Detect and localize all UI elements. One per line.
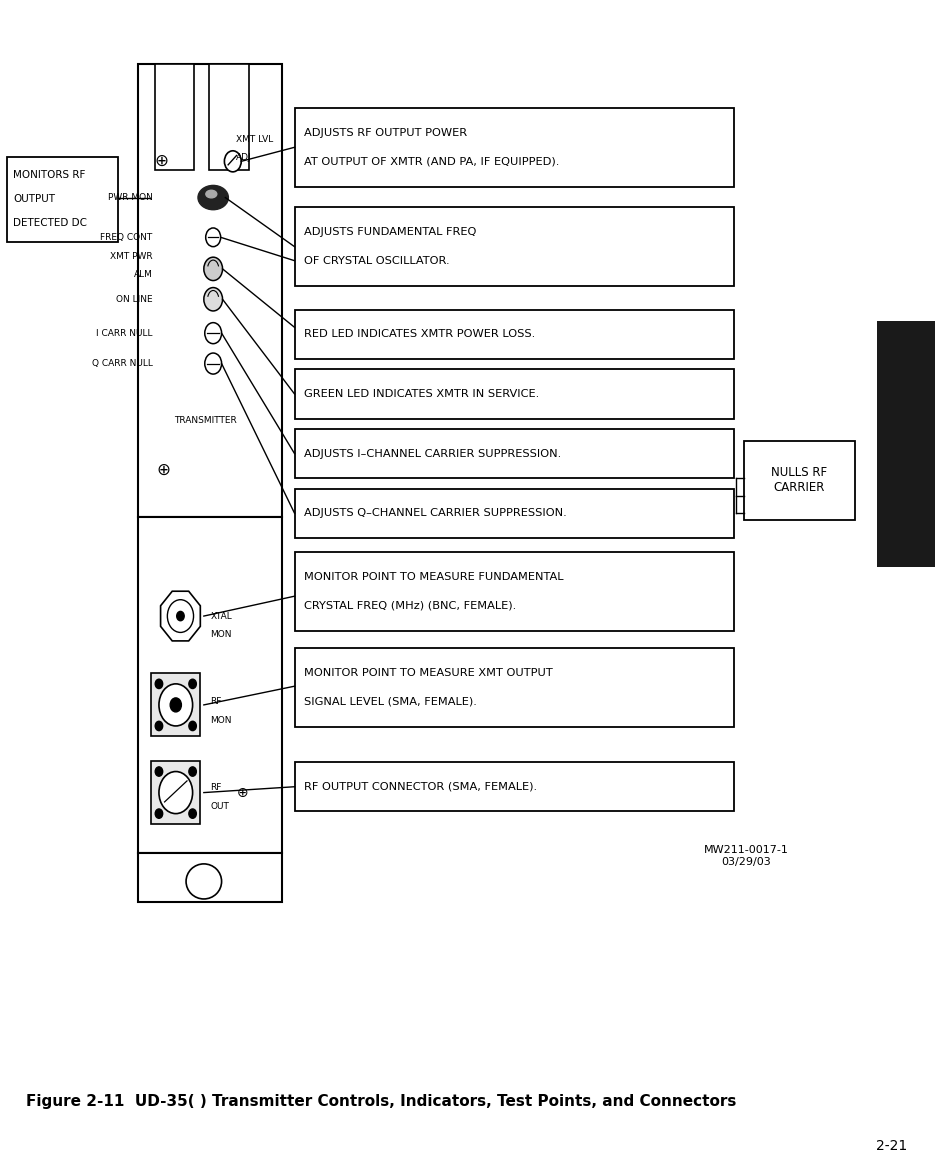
FancyBboxPatch shape (138, 517, 282, 853)
Circle shape (155, 721, 163, 731)
FancyBboxPatch shape (744, 441, 855, 520)
Text: I CARR NULL: I CARR NULL (96, 328, 152, 338)
Text: 2-21: 2-21 (876, 1139, 907, 1153)
Circle shape (159, 684, 193, 726)
Text: MONITORS RF: MONITORS RF (13, 171, 85, 180)
Text: XMT LVL: XMT LVL (236, 134, 273, 144)
Text: SIGNAL LEVEL (SMA, FEMALE).: SIGNAL LEVEL (SMA, FEMALE). (304, 697, 477, 707)
FancyBboxPatch shape (295, 762, 734, 811)
Text: CRYSTAL FREQ (MHz) (BNC, FEMALE).: CRYSTAL FREQ (MHz) (BNC, FEMALE). (304, 601, 516, 611)
Text: AT OUTPUT OF XMTR (AND PA, IF EQUIPPED).: AT OUTPUT OF XMTR (AND PA, IF EQUIPPED). (304, 157, 559, 167)
Text: DETECTED DC: DETECTED DC (13, 219, 87, 228)
FancyBboxPatch shape (155, 64, 194, 170)
Text: MONITOR POINT TO MEASURE FUNDAMENTAL: MONITOR POINT TO MEASURE FUNDAMENTAL (304, 572, 564, 582)
FancyBboxPatch shape (209, 64, 249, 170)
FancyBboxPatch shape (295, 552, 734, 631)
Circle shape (155, 767, 163, 776)
Text: ADJUSTS Q–CHANNEL CARRIER SUPPRESSION.: ADJUSTS Q–CHANNEL CARRIER SUPPRESSION. (304, 509, 567, 518)
Text: RF: RF (210, 697, 222, 706)
Text: XMT PWR: XMT PWR (109, 251, 152, 261)
Circle shape (155, 809, 163, 818)
Circle shape (159, 772, 193, 814)
Ellipse shape (206, 191, 217, 198)
FancyBboxPatch shape (7, 157, 118, 242)
Text: RED LED INDICATES XMTR POWER LOSS.: RED LED INDICATES XMTR POWER LOSS. (304, 330, 535, 339)
Text: RF: RF (210, 783, 222, 793)
FancyBboxPatch shape (295, 648, 734, 727)
Circle shape (205, 323, 222, 344)
Circle shape (204, 288, 223, 311)
Circle shape (155, 679, 163, 689)
Text: GREEN LED INDICATES XMTR IN SERVICE.: GREEN LED INDICATES XMTR IN SERVICE. (304, 389, 539, 399)
Text: ⊕: ⊕ (237, 786, 248, 800)
Circle shape (189, 809, 196, 818)
FancyBboxPatch shape (295, 207, 734, 286)
Circle shape (189, 721, 196, 731)
Text: OF CRYSTAL OSCILLATOR.: OF CRYSTAL OSCILLATOR. (304, 256, 450, 267)
Text: ADJUSTS I–CHANNEL CARRIER SUPPRESSION.: ADJUSTS I–CHANNEL CARRIER SUPPRESSION. (304, 449, 561, 458)
Text: ADJ: ADJ (236, 153, 252, 162)
FancyBboxPatch shape (295, 489, 734, 538)
Text: ALM: ALM (134, 270, 152, 279)
Text: ⊕: ⊕ (155, 152, 168, 171)
Text: Q CARR NULL: Q CARR NULL (92, 359, 152, 368)
Circle shape (206, 228, 221, 247)
Text: ⊕: ⊕ (157, 461, 170, 479)
Text: NULLS RF
CARRIER: NULLS RF CARRIER (771, 466, 827, 494)
Text: ADJUSTS FUNDAMENTAL FREQ: ADJUSTS FUNDAMENTAL FREQ (304, 227, 476, 237)
Text: MW211-0017-1
03/29/03: MW211-0017-1 03/29/03 (704, 845, 788, 866)
FancyBboxPatch shape (295, 310, 734, 359)
Text: XTAL: XTAL (210, 611, 232, 621)
FancyBboxPatch shape (295, 108, 734, 187)
FancyBboxPatch shape (138, 64, 282, 517)
Text: FREQ CONT: FREQ CONT (100, 233, 152, 242)
Text: PWR MON: PWR MON (108, 193, 152, 202)
Circle shape (204, 257, 223, 281)
Circle shape (167, 600, 194, 632)
Text: OUTPUT: OUTPUT (13, 194, 55, 205)
FancyBboxPatch shape (138, 853, 282, 902)
Text: MON: MON (210, 630, 232, 639)
Circle shape (224, 151, 241, 172)
Text: Figure 2-11  UD-35( ) Transmitter Controls, Indicators, Test Points, and Connect: Figure 2-11 UD-35( ) Transmitter Control… (26, 1094, 737, 1108)
Text: OUT: OUT (210, 802, 229, 811)
Circle shape (205, 353, 222, 374)
Text: TRANSMITTER: TRANSMITTER (174, 416, 237, 426)
Circle shape (177, 611, 184, 621)
Ellipse shape (186, 864, 222, 899)
FancyBboxPatch shape (151, 761, 200, 824)
Circle shape (189, 679, 196, 689)
FancyBboxPatch shape (877, 321, 935, 567)
FancyBboxPatch shape (295, 369, 734, 419)
Text: RF OUTPUT CONNECTOR (SMA, FEMALE).: RF OUTPUT CONNECTOR (SMA, FEMALE). (304, 782, 537, 791)
Text: MONITOR POINT TO MEASURE XMT OUTPUT: MONITOR POINT TO MEASURE XMT OUTPUT (304, 667, 553, 678)
Circle shape (170, 698, 181, 712)
Circle shape (189, 767, 196, 776)
Ellipse shape (198, 186, 228, 209)
Text: ON LINE: ON LINE (116, 295, 152, 304)
FancyBboxPatch shape (295, 429, 734, 478)
Text: ADJUSTS RF OUTPUT POWER: ADJUSTS RF OUTPUT POWER (304, 127, 467, 138)
Text: MON: MON (210, 715, 232, 725)
FancyBboxPatch shape (151, 673, 200, 736)
